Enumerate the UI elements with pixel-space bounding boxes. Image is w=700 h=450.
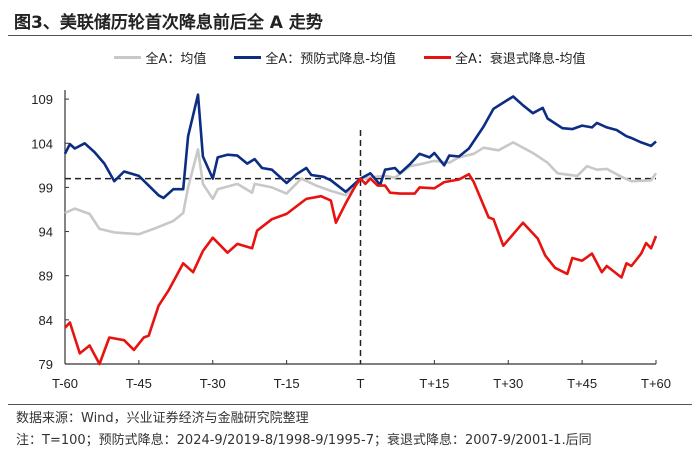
- series-line-2: [64, 172, 658, 366]
- legend-swatch-blue: [234, 56, 262, 59]
- legend-item-recession: 全A：衰退式降息-均值: [423, 48, 586, 67]
- y-tick-label: 94: [39, 225, 53, 240]
- footer-divider: [8, 404, 692, 405]
- legend-label: 全A：预防式降息-均值: [265, 52, 396, 67]
- source-note: 数据来源：Wind，兴业证券经济与金融研究院整理: [16, 411, 309, 426]
- legend-swatch-red: [423, 56, 451, 59]
- legend-item-mean: 全A：均值: [114, 48, 206, 67]
- x-tick-label: T-60: [52, 376, 78, 391]
- title-divider: [8, 35, 692, 36]
- footnote: 注：T=100；预防式降息：2024-9/2019-8/1998-9/1995-…: [16, 433, 592, 448]
- y-tick-label: 84: [39, 313, 53, 328]
- x-tick-label: T+45: [567, 376, 597, 391]
- legend: 全A：均值 全A：预防式降息-均值 全A：衰退式降息-均值: [0, 48, 700, 67]
- x-tick-label: T+60: [641, 376, 671, 391]
- legend-item-preventive: 全A：预防式降息-均值: [234, 48, 396, 67]
- legend-label: 全A：衰退式降息-均值: [454, 52, 586, 67]
- y-tick-label: 79: [39, 357, 53, 372]
- x-tick-label: T+15: [419, 376, 449, 391]
- x-tick-label: T: [357, 376, 365, 391]
- x-tick-label: T-15: [274, 376, 300, 391]
- y-tick-label: 99: [39, 180, 53, 195]
- legend-swatch-gray: [114, 56, 142, 59]
- y-tick-label: 104: [31, 136, 53, 151]
- series-line-1: [63, 93, 657, 200]
- figure-title: 图3、美联储历轮首次降息前后全 A 走势: [14, 13, 323, 33]
- x-tick-label: T-45: [126, 376, 152, 391]
- y-tick-label: 109: [31, 92, 53, 107]
- x-tick-label: T+30: [493, 376, 523, 391]
- y-tick-label: 89: [39, 269, 53, 284]
- x-tick-label: T-30: [200, 376, 226, 391]
- legend-label: 全A：均值: [145, 52, 207, 67]
